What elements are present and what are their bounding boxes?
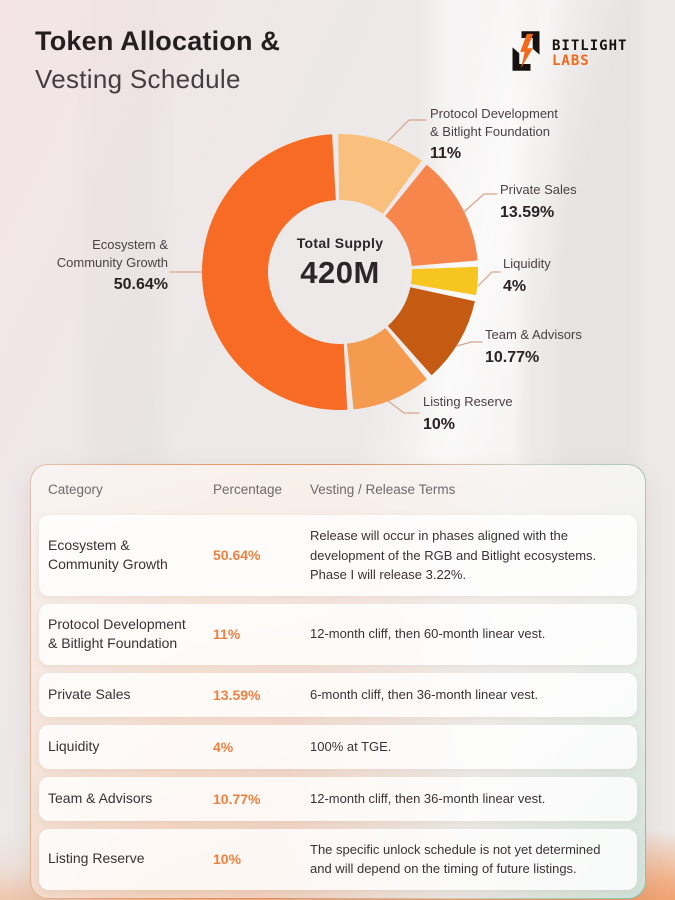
label-private-sales: Private Sales 13.59% — [500, 182, 577, 221]
label-ecosystem-community-growth: Ecosystem & Community Growth 50.64% — [56, 237, 168, 294]
total-supply-caption: Total Supply — [296, 235, 384, 251]
title-line-1: Token Allocation & — [35, 26, 281, 56]
label-liquidity: Liquidity 4% — [503, 256, 551, 295]
col-header-percentage: Percentage — [213, 481, 283, 497]
donut-slice-0 — [338, 134, 422, 214]
vesting-table-card: Category Percentage Vesting / Release Te… — [30, 464, 646, 899]
page-title: Token Allocation & Vesting Schedule — [35, 26, 280, 95]
donut-svg — [169, 119, 501, 414]
token-allocation-donut-chart: Total Supply 420M Protocol Development &… — [0, 95, 675, 465]
table-row: Protocol Development & Bitlight Foundatio… — [39, 603, 637, 665]
donut-center-label: Total Supply 420M — [268, 235, 412, 291]
title-line-2: Vesting Schedule — [35, 64, 241, 94]
table-row: Listing Reserve 10% The specific unlock … — [39, 828, 637, 890]
table-row: Team & Advisors 10.77% 12-month cliff, t… — [39, 776, 637, 821]
bitlight-labs-logo: BITLIGHT LABS — [508, 30, 627, 77]
col-header-vesting: Vesting / Release Terms — [310, 481, 456, 497]
donut-slice-1 — [385, 164, 478, 267]
donut-slice-4 — [347, 327, 427, 410]
leader-line-0 — [387, 119, 427, 142]
col-header-category: Category — [48, 481, 103, 497]
table-row: Liquidity 4% 100% at TGE. — [39, 724, 637, 769]
table-header-row: Category Percentage Vesting / Release Te… — [39, 471, 637, 507]
donut-slice-2 — [410, 266, 479, 296]
label-team-advisors: Team & Advisors 10.77% — [485, 327, 582, 366]
brand-sub: LABS — [552, 52, 590, 69]
leader-line-3 — [456, 341, 483, 347]
label-listing-reserve: Listing Reserve 10% — [423, 394, 513, 433]
label-protocol-development: Protocol Development & Bitlight Foundati… — [430, 106, 558, 163]
donut-slice-3 — [387, 287, 475, 376]
leader-line-4 — [387, 400, 420, 414]
brand-name: BITLIGHT — [552, 37, 628, 54]
bitlight-logo-icon — [508, 30, 544, 77]
leader-line-2 — [477, 271, 501, 287]
table-row: Private Sales 13.59% 6-month cliff, then… — [39, 672, 637, 717]
leader-line-1 — [463, 193, 498, 213]
total-supply-value: 420M — [300, 255, 380, 290]
table-row: Ecosystem & Community Growth 50.64% Relea… — [39, 515, 637, 596]
donut-slice-5 — [202, 134, 348, 410]
